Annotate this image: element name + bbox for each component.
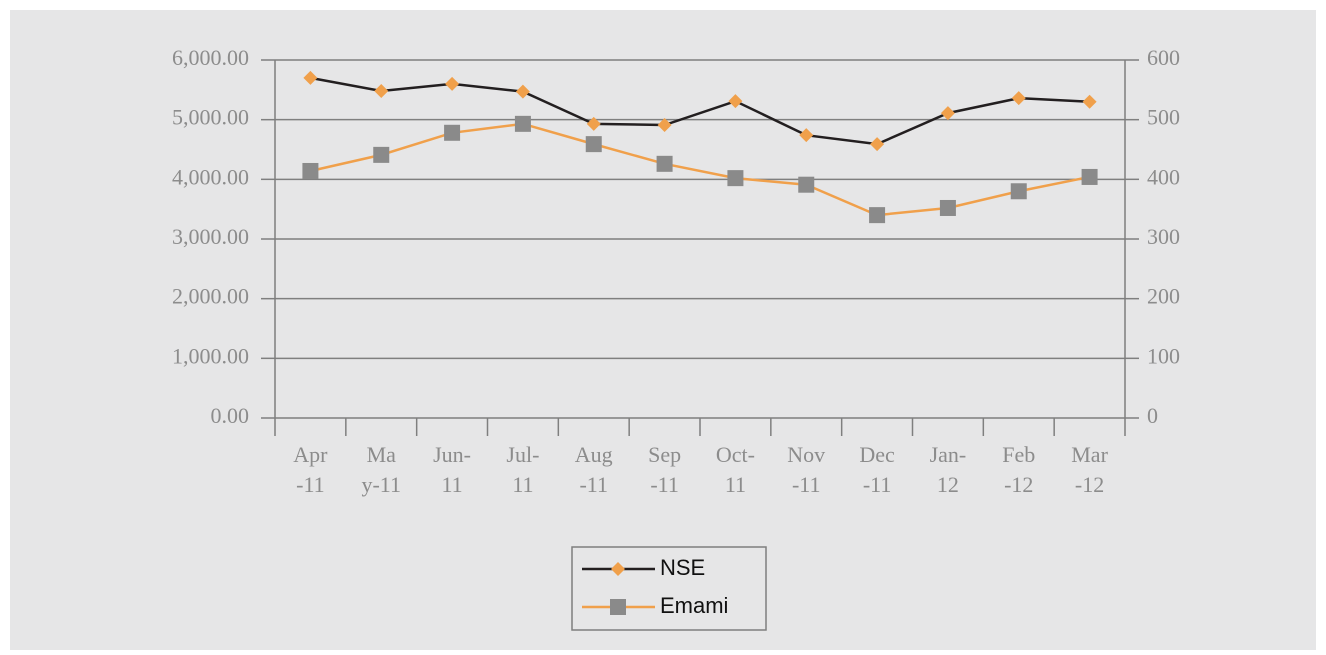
marker bbox=[586, 116, 601, 131]
y2-tick-label: 0 bbox=[1147, 403, 1158, 428]
y-tick-label: 3,000.00 bbox=[172, 224, 249, 249]
x-tick-label: Apr-11 bbox=[293, 442, 328, 497]
marker bbox=[515, 84, 530, 99]
y-tick-label: 6,000.00 bbox=[172, 45, 249, 70]
y-tick-label: 4,000.00 bbox=[172, 164, 249, 189]
legend-box bbox=[571, 546, 767, 631]
y-tick-label: 0.00 bbox=[211, 403, 250, 428]
marker bbox=[302, 162, 319, 179]
marker bbox=[940, 106, 955, 121]
x-tick-label: Jan-12 bbox=[929, 442, 967, 497]
marker bbox=[727, 170, 744, 187]
marker bbox=[1081, 168, 1098, 185]
marker bbox=[303, 70, 318, 85]
y-tick-label: 5,000.00 bbox=[172, 105, 249, 130]
x-tick-label: Oct-11 bbox=[715, 442, 755, 497]
x-tick-label: Nov-11 bbox=[787, 442, 826, 497]
marker bbox=[611, 562, 625, 576]
y2-tick-label: 200 bbox=[1147, 284, 1180, 309]
x-tick-label: Jun-11 bbox=[433, 442, 472, 497]
x-tick-label: Dec-11 bbox=[859, 442, 895, 497]
y-tick-label: 1,000.00 bbox=[172, 343, 249, 368]
marker bbox=[939, 199, 956, 216]
marker bbox=[869, 207, 886, 224]
background bbox=[10, 10, 1316, 650]
y2-tick-label: 500 bbox=[1147, 105, 1180, 130]
x-tick-label: Feb-12 bbox=[1002, 442, 1036, 497]
series-line bbox=[310, 76, 1090, 146]
y2-tick-label: 400 bbox=[1147, 164, 1180, 189]
marker bbox=[514, 115, 531, 132]
marker bbox=[728, 94, 743, 109]
y-tick-label: 2,000.00 bbox=[172, 284, 249, 309]
marker bbox=[657, 118, 672, 133]
marker bbox=[374, 84, 389, 99]
x-tick-label: May-11 bbox=[361, 442, 401, 497]
marker bbox=[585, 136, 602, 153]
marker bbox=[610, 599, 626, 615]
marker bbox=[1011, 91, 1026, 106]
series-line bbox=[310, 122, 1090, 217]
y2-tick-label: 300 bbox=[1147, 224, 1180, 249]
marker bbox=[799, 128, 814, 143]
x-tick-label: Jul-11 bbox=[506, 442, 540, 497]
marker bbox=[445, 76, 460, 91]
y2-tick-label: 600 bbox=[1147, 45, 1180, 70]
marker bbox=[798, 176, 815, 193]
marker bbox=[444, 124, 461, 141]
marker bbox=[373, 146, 390, 163]
x-tick-label: Sep-11 bbox=[648, 442, 682, 497]
legend-label: Emami bbox=[660, 593, 728, 618]
legend-label: NSE bbox=[660, 555, 705, 580]
x-tick-label: Aug-11 bbox=[574, 442, 613, 497]
x-tick-label: Mar-12 bbox=[1071, 442, 1108, 497]
marker bbox=[1010, 183, 1027, 200]
y2-tick-label: 100 bbox=[1147, 343, 1180, 368]
marker bbox=[656, 155, 673, 172]
marker bbox=[1082, 94, 1097, 109]
marker bbox=[870, 137, 885, 152]
